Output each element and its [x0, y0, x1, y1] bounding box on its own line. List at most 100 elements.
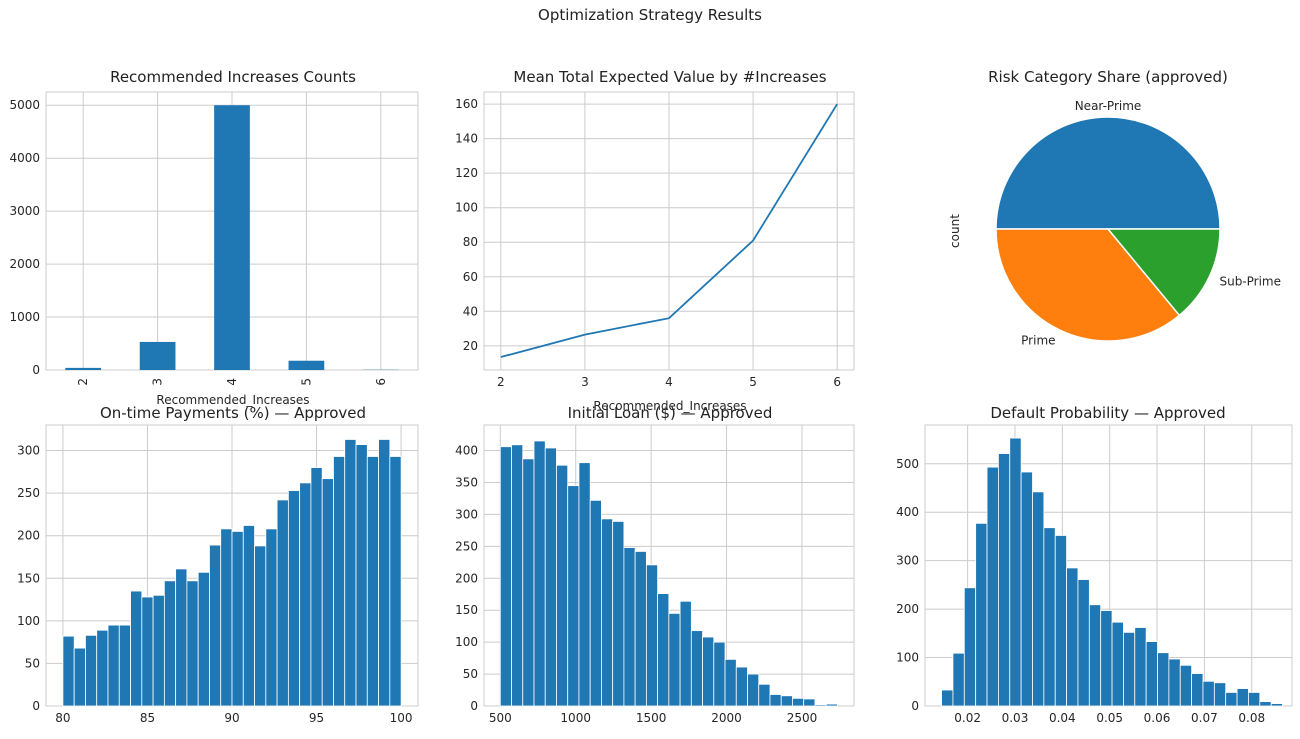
- histogram-bar: [321, 478, 334, 707]
- histogram-bar: [578, 462, 591, 707]
- histogram-bar: [197, 571, 210, 707]
- x-axis-label: Recommended_Increases: [156, 393, 309, 407]
- histogram-bar: [986, 466, 999, 707]
- histogram-bar: [1054, 535, 1067, 707]
- histogram-bar: [242, 525, 255, 707]
- histogram-bar: [378, 439, 391, 707]
- pie-label: Near-Prime: [1075, 99, 1142, 113]
- histogram-bar: [107, 624, 120, 707]
- y-tick-label: 50: [463, 667, 478, 681]
- pie-slice: [1106, 228, 1221, 317]
- histogram-bar: [645, 564, 659, 707]
- histogram-bar: [231, 531, 244, 707]
- x-tick-label: 0.04: [1049, 711, 1076, 725]
- y-tick-label: 60: [463, 270, 478, 284]
- histogram-bar: [1043, 527, 1056, 707]
- histogram-bar: [220, 528, 233, 707]
- chart-title: Mean Total Expected Value by #Increases: [513, 68, 826, 86]
- x-axis-label: Recommended_Increases: [593, 399, 746, 413]
- histogram-bar: [1225, 692, 1238, 707]
- histogram-bar: [975, 522, 988, 707]
- histogram-bar: [941, 689, 954, 707]
- histogram-bar: [1270, 703, 1283, 707]
- histogram-bar: [310, 467, 323, 707]
- histogram-bar: [389, 456, 402, 707]
- chart-title: Default Probability — Approved: [990, 404, 1225, 422]
- histogram-bar: [814, 704, 827, 707]
- histogram-bar: [702, 636, 715, 707]
- chart-title: Recommended Increases Counts: [110, 68, 356, 86]
- histogram-bar: [355, 444, 368, 707]
- chart-title: Risk Category Share (approved): [988, 68, 1228, 86]
- x-tick-label: 0.05: [1096, 711, 1123, 725]
- y-tick-label: 3000: [9, 204, 40, 218]
- x-tick-label: 1000: [560, 711, 591, 725]
- histogram-bar: [747, 673, 760, 707]
- chart-title: Initial Loan ($) — Approved: [568, 404, 773, 422]
- pie-slice: [995, 116, 1221, 230]
- histogram-bar: [522, 458, 535, 707]
- y-tick-label: 0: [470, 699, 478, 713]
- histogram-bar: [276, 499, 289, 707]
- y-tick-label: 200: [896, 602, 919, 616]
- histogram-bar: [998, 453, 1011, 707]
- histogram-bar: [1066, 567, 1079, 707]
- x-tick-label: 4: [665, 375, 673, 389]
- histogram-bar: [1088, 604, 1102, 707]
- y-axis-label: count: [948, 214, 962, 248]
- y-tick-label: 40: [463, 304, 478, 318]
- x-tick-label: 0.06: [1144, 711, 1171, 725]
- y-tick-label: 300: [896, 554, 919, 568]
- histogram-bar: [299, 482, 312, 707]
- y-tick-label: 100: [455, 201, 478, 215]
- histogram-bar: [152, 594, 165, 707]
- histogram-bar: [344, 439, 357, 707]
- histogram-bar: [265, 528, 278, 707]
- histogram-bar: [62, 635, 75, 707]
- histogram-bar: [963, 587, 977, 707]
- histogram-bar: [1134, 627, 1147, 707]
- x-tick-label: 5: [299, 378, 313, 386]
- y-tick-label: 400: [455, 444, 478, 458]
- x-tick-label: 95: [309, 711, 324, 725]
- histogram-bar: [1259, 701, 1272, 707]
- pie-label: Sub-Prime: [1219, 274, 1281, 288]
- panel-initial-loan: Initial Loan ($) — Approved 0 50 100 150 200…: [455, 404, 855, 725]
- panel-default-probability: Default Probability — Approved 0 100 200 30…: [896, 404, 1293, 725]
- x-tick-label: 0.03: [1002, 711, 1029, 725]
- histogram-bar: [1191, 673, 1204, 707]
- x-tick-label: 500: [489, 711, 512, 725]
- histogram-bar: [589, 499, 602, 707]
- y-tick-label: 100: [17, 614, 40, 628]
- histogram-bar: [1077, 579, 1090, 707]
- x-tick-label: 90: [224, 711, 239, 725]
- panel-mean-total-expected-value: Mean Total Expected Value by #Increases …: [455, 68, 855, 413]
- panel-recommended-increases-counts: Recommended Increases Counts Recommended…: [9, 68, 419, 407]
- pie-slice: [995, 228, 1181, 342]
- histogram-bar: [1213, 682, 1227, 707]
- histogram-bar: [769, 694, 782, 707]
- x-tick-label: 2500: [787, 711, 818, 725]
- x-tick-label: 3: [151, 378, 165, 386]
- y-tick-label: 250: [17, 486, 40, 500]
- histogram-bar: [1009, 437, 1022, 707]
- histogram-bar: [1020, 471, 1033, 707]
- histogram-bar: [657, 593, 670, 707]
- x-tick-label: 0.02: [954, 711, 981, 725]
- histogram-bar: [1168, 658, 1181, 707]
- x-tick-label: 6: [833, 375, 841, 389]
- histogram-bar: [209, 544, 222, 707]
- histogram-bar: [141, 596, 154, 707]
- histogram-bar: [735, 666, 748, 707]
- histogram-bar: [186, 580, 199, 707]
- histogram-bar: [612, 521, 625, 707]
- x-tick-label: 5: [749, 375, 757, 389]
- x-tick-label: 80: [55, 711, 70, 725]
- x-tick-label: 6: [374, 378, 388, 386]
- x-tick-label: 100: [390, 711, 413, 725]
- histogram-bar: [1111, 621, 1124, 707]
- x-tick-label: 4: [225, 378, 239, 386]
- histogram-bar: [668, 612, 681, 707]
- y-tick-label: 500: [896, 457, 919, 471]
